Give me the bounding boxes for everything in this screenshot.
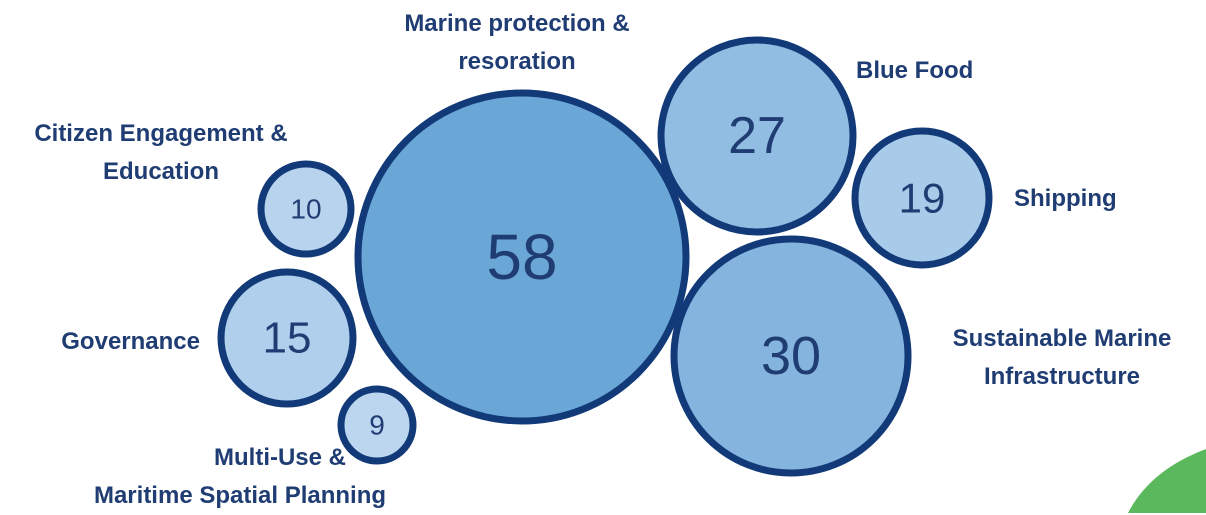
bubble-citizen-engagement xyxy=(257,160,355,258)
bubble-blue-food xyxy=(657,36,857,236)
corner-accent-shape xyxy=(1128,449,1206,513)
bubble-value-citizen-engagement: 10 xyxy=(290,194,321,225)
bubble-label-line: Multi-Use & xyxy=(214,444,346,471)
bubble-marine-protection xyxy=(354,89,690,425)
bubble-label-marine-protection: Marine protection & resoration xyxy=(367,5,667,81)
bubble-label-sustainable-marine-infrastructure: Sustainable Marine Infrastructure xyxy=(922,320,1202,396)
bubble-label-citizen-engagement: Citizen Engagement & Education xyxy=(0,115,322,191)
bubble-label-line: Sustainable Marine xyxy=(952,325,1172,352)
bubble-value-sustainable-marine-infrastructure: 30 xyxy=(761,326,821,386)
bubble-shipping xyxy=(851,127,993,269)
bubble-label-line: Citizen Engagement & xyxy=(34,120,288,147)
bubble-label-line: Shipping xyxy=(1014,185,1117,212)
bubble-label-line: Marine protection & xyxy=(404,10,630,37)
bubble-label-line: Education xyxy=(102,158,219,185)
bubble-label-line: Maritime Spatial Planning xyxy=(93,482,387,509)
bubble-label-line: Blue Food xyxy=(856,57,974,84)
bubble-label-governance: Governance xyxy=(0,323,200,361)
bubble-label-line: resoration xyxy=(458,48,576,75)
bubble-value-governance: 15 xyxy=(263,314,312,363)
bubble-governance xyxy=(217,268,357,408)
bubble-label-line: Governance xyxy=(61,328,200,355)
bubble-label-shipping: Shipping xyxy=(1014,180,1117,218)
bubble-label-line: Infrastructure xyxy=(983,363,1141,390)
bubble-value-blue-food: 27 xyxy=(728,107,786,165)
bubble-value-marine-protection: 58 xyxy=(486,221,557,293)
bubble-sustainable-marine-infrastructure xyxy=(670,235,912,477)
bubble-label-multi-use: Multi-Use & Maritime Spatial Planning xyxy=(40,439,440,515)
bubble-value-shipping: 19 xyxy=(899,175,946,222)
bubble-label-blue-food: Blue Food xyxy=(856,52,973,90)
bubble-multi-use xyxy=(337,385,417,465)
bubble-value-multi-use: 9 xyxy=(369,410,385,441)
